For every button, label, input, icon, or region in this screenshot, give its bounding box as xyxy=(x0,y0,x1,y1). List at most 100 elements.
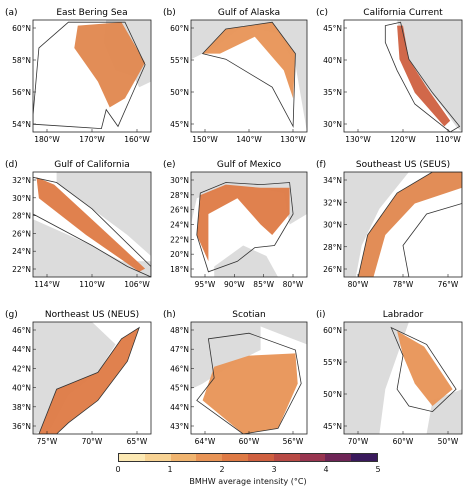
y-tick-label: 22°N xyxy=(12,265,31,274)
map-panel: (g) Northeast US (NEUS) 46°N 44°N 42°N 40°N 38… xyxy=(5,310,152,446)
map-panel: (f) Southeast US (SEUS) 34°N 32°N 30°N 28°N 26… xyxy=(316,160,463,289)
colorbar-gradient xyxy=(118,453,378,462)
x-tick-label: 64°W xyxy=(195,437,216,446)
colorbar-tick: 0 xyxy=(115,465,121,474)
x-tick-label: 50°W xyxy=(438,437,459,446)
y-tick-label: 42°N xyxy=(12,364,31,373)
x-tick-label: 140°W xyxy=(236,135,262,144)
panel-title: Gulf of Mexico xyxy=(217,160,282,170)
intensity-field xyxy=(36,177,146,272)
x-tick-label: 95°W xyxy=(195,280,216,289)
panel-title: Labrador xyxy=(383,310,424,320)
panel-letter: (d) xyxy=(5,160,18,170)
x-tick-label: 120°W xyxy=(390,135,416,144)
map-panel: (i) Labrador 60°N 55°N 50°N 45°N 70°W 60°W 50°W xyxy=(316,310,463,446)
x-tick-label: 60°W xyxy=(393,437,414,446)
x-tick-label: 160°W xyxy=(124,135,150,144)
colorbar-tick: 4 xyxy=(323,465,329,474)
y-tick-label: 56°N xyxy=(12,88,31,97)
region-outline xyxy=(33,21,146,130)
y-tick-label: 50°N xyxy=(170,88,189,97)
y-tick-label: 28°N xyxy=(323,243,342,252)
y-tick-label: 45°N xyxy=(170,120,189,129)
y-tick-label: 32°N xyxy=(12,176,31,185)
x-tick-label: 110°W xyxy=(79,280,105,289)
map-panel: (c) California Current 45°N 40°N 35°N 30°N130… xyxy=(316,8,463,144)
y-tick-label: 26°N xyxy=(323,265,342,274)
x-tick-label: 70°W xyxy=(348,437,369,446)
y-tick-label: 36°N xyxy=(12,422,31,431)
land xyxy=(56,172,151,256)
colorbar-tick: 5 xyxy=(375,465,381,474)
y-tick-label: 60°N xyxy=(12,24,31,33)
x-tick-label: 56°W xyxy=(283,437,304,446)
y-tick-label: 30°N xyxy=(170,176,189,185)
region-outline xyxy=(357,172,462,277)
intensity-field xyxy=(397,331,453,406)
land xyxy=(344,172,409,277)
panel-letter: (g) xyxy=(5,310,18,320)
colorbar: 0 1 2 3 4 5 BMHW average intensity (°C) xyxy=(115,453,381,493)
x-tick-label: 70°W xyxy=(82,437,103,446)
y-tick-label: 55°N xyxy=(170,56,189,65)
y-tick-label: 48°N xyxy=(170,326,189,335)
x-tick-label: 80°W xyxy=(283,280,304,289)
colorbar-tick: 3 xyxy=(271,465,277,474)
x-tick-label: 150°W xyxy=(192,135,218,144)
panel-letter: (b) xyxy=(163,8,176,18)
y-tick-label: 28°N xyxy=(12,212,31,221)
x-tick-label: 130°W xyxy=(280,135,306,144)
y-tick-label: 24°N xyxy=(12,247,31,256)
map-panel: (e) Gulf of Mexico 30°N 28°N 26°N 24°N 22°N 20°… xyxy=(163,160,308,289)
land xyxy=(214,245,278,277)
panel-title: California Current xyxy=(363,8,443,18)
panel-title: Gulf of Alaska xyxy=(218,8,280,18)
y-tick-label: 46°N xyxy=(12,326,31,335)
panel-letter: (e) xyxy=(163,160,176,170)
intensity-field xyxy=(74,22,146,108)
map-panel: (d) Gulf of California 32°N 30°N 28°N 26°N 24°… xyxy=(5,160,152,289)
y-tick-label: 58°N xyxy=(12,56,31,65)
colorbar-tick: 1 xyxy=(167,465,173,474)
map-panel: (h) Scotian 48°N 47°N 46°N 45°N 44°N 43°N 64°W 60… xyxy=(163,310,308,446)
x-tick-label: 180°W xyxy=(34,135,60,144)
panel-title: East Bering Sea xyxy=(56,8,127,18)
land xyxy=(191,20,307,132)
y-tick-label: 30°N xyxy=(323,221,342,230)
x-tick-label: 170°W xyxy=(79,135,105,144)
y-tick-label: 55°N xyxy=(323,358,342,367)
x-tick-label: 106°W xyxy=(124,280,150,289)
y-tick-label: 44°N xyxy=(170,403,189,412)
region-outline xyxy=(196,182,294,273)
region-outline xyxy=(38,326,140,434)
x-tick-label: 60°W xyxy=(239,437,260,446)
y-tick-label: 20°N xyxy=(170,250,189,259)
region-outline xyxy=(390,326,457,413)
x-tick-label: 85°W xyxy=(253,280,274,289)
x-tick-label: 130°W xyxy=(345,135,371,144)
y-tick-label: 35°N xyxy=(323,88,342,97)
intensity-field xyxy=(202,353,298,434)
y-tick-label: 44°N xyxy=(12,345,31,354)
y-tick-label: 45°N xyxy=(323,422,342,431)
y-tick-label: 50°N xyxy=(323,390,342,399)
panel-letter: (i) xyxy=(316,310,326,320)
panel-letter: (f) xyxy=(316,160,326,170)
y-tick-label: 24°N xyxy=(170,221,189,230)
x-tick-label: 78°W xyxy=(393,280,414,289)
y-tick-label: 38°N xyxy=(12,403,31,412)
y-tick-label: 22°N xyxy=(170,235,189,244)
land xyxy=(397,20,462,132)
panel-title: Gulf of California xyxy=(54,160,129,170)
y-tick-label: 26°N xyxy=(170,206,189,215)
x-tick-label: 114°W xyxy=(34,280,60,289)
y-tick-label: 32°N xyxy=(323,198,342,207)
x-tick-label: 90°W xyxy=(224,280,245,289)
y-tick-label: 47°N xyxy=(170,345,189,354)
y-tick-label: 18°N xyxy=(170,265,189,274)
panel-letter: (c) xyxy=(316,8,328,18)
y-tick-label: 46°N xyxy=(170,364,189,373)
y-tick-label: 60°N xyxy=(170,24,189,33)
intensity-field xyxy=(38,327,140,434)
